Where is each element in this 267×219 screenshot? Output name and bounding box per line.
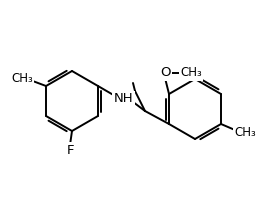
Text: CH₃: CH₃ (11, 71, 33, 85)
Text: O: O (160, 67, 170, 79)
Text: F: F (66, 143, 74, 157)
Text: CH₃: CH₃ (180, 67, 202, 79)
Text: CH₃: CH₃ (234, 125, 256, 138)
Text: NH: NH (114, 92, 133, 105)
